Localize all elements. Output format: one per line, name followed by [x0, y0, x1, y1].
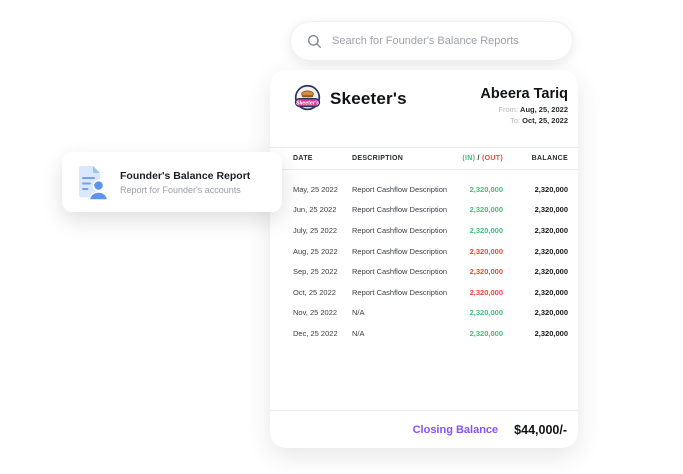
row-balance: 2,320,000 [534, 225, 568, 235]
table-row: Sep, 25 2022 Report Cashflow Description… [270, 261, 578, 282]
row-description: Report Cashflow Description [352, 225, 448, 235]
row-description: N/A [352, 308, 365, 318]
row-amount: 2,320,000 [469, 287, 503, 297]
statement-meta: Abeera Tariq From: Aug, 25, 2022 To: Oct… [480, 84, 568, 127]
table-row: July, 25 2022 Report Cashflow Descriptio… [270, 220, 578, 241]
statement-card: Skeeter's Skeeter's Abeera Tariq From: A… [270, 70, 578, 448]
statement-header: Skeeter's Skeeter's Abeera Tariq From: A… [270, 70, 578, 147]
row-date: Aug, 25 2022 [293, 246, 338, 256]
row-description: Report Cashflow Description [352, 287, 448, 297]
row-amount: 2,320,000 [469, 308, 503, 318]
from-label: From: [498, 105, 518, 114]
to-value: Oct, 25, 2022 [522, 115, 568, 125]
table-row: Dec, 25 2022 N/A 2,320,000 2,320,000 [270, 323, 578, 344]
to-label: To: [510, 115, 521, 125]
row-amount: 2,320,000 [469, 267, 503, 277]
header-balance: BALANCE [531, 155, 568, 162]
row-balance: 2,320,000 [534, 308, 568, 318]
svg-text:Skeeter's: Skeeter's [296, 100, 319, 106]
row-description: Report Cashflow Description [352, 246, 448, 256]
table-header: DATE DESCRIPTION (IN) / (OUT) BALANCE [270, 147, 578, 170]
company-name: Skeeter's [330, 88, 407, 108]
closing-balance-label: Closing Balance [412, 423, 499, 436]
report-card-title: Founder's Balance Report [120, 169, 251, 182]
search-bar[interactable] [290, 21, 573, 61]
closing-balance-row: Closing Balance $44,000/- [270, 410, 578, 448]
report-card-text: Founder's Balance Report Report for Foun… [120, 170, 250, 195]
row-description: Report Cashflow Description [352, 205, 448, 215]
closing-balance-value: $44,000/- [514, 422, 567, 437]
row-balance: 2,320,000 [534, 267, 568, 277]
header-description: DESCRIPTION [352, 155, 404, 162]
header-out: (OUT) [482, 155, 503, 162]
table-row: Nov, 25 2022 N/A 2,320,000 2,320,000 [270, 303, 578, 324]
report-card-subtitle: Report for Founder's accounts [120, 184, 241, 195]
row-description: Report Cashflow Description [352, 184, 448, 194]
row-description: N/A [352, 328, 365, 338]
row-date: Nov, 25 2022 [293, 308, 338, 318]
row-amount: 2,320,000 [469, 184, 503, 194]
table-row: Oct, 25 2022 Report Cashflow Description… [270, 282, 578, 303]
row-balance: 2,320,000 [534, 205, 568, 215]
header-date: DATE [293, 155, 313, 162]
row-balance: 2,320,000 [534, 246, 568, 256]
table-body: May, 25 2022 Report Cashflow Description… [270, 170, 578, 344]
row-date: May, 25 2022 [293, 184, 338, 194]
table-row: May, 25 2022 Report Cashflow Description… [270, 179, 578, 200]
brand: Skeeter's Skeeter's [293, 84, 407, 113]
row-date: Oct, 25 2022 [293, 287, 336, 297]
table-row: Aug, 25 2022 Report Cashflow Description… [270, 241, 578, 262]
report-type-card[interactable]: Founder's Balance Report Report for Foun… [62, 152, 282, 212]
row-balance: 2,320,000 [534, 287, 568, 297]
row-balance: 2,320,000 [534, 184, 568, 194]
row-amount: 2,320,000 [469, 205, 503, 215]
row-amount: 2,320,000 [469, 246, 503, 256]
row-date: Sep, 25 2022 [293, 267, 338, 277]
date-range-to: To: Oct, 25, 2022 [480, 116, 568, 127]
document-person-icon [75, 163, 108, 201]
header-in-out: (IN) / (OUT) [462, 155, 503, 162]
account-holder-name: Abeera Tariq [480, 86, 568, 102]
row-amount: 2,320,000 [469, 225, 503, 235]
row-date: Jun, 25 2022 [293, 205, 337, 215]
header-in: (IN) [462, 155, 476, 162]
header-separator: / [475, 155, 483, 162]
row-amount: 2,320,000 [469, 328, 503, 338]
skeeters-logo-icon: Skeeter's [293, 84, 322, 113]
row-balance: 2,320,000 [534, 328, 568, 338]
table-row: Jun, 25 2022 Report Cashflow Description… [270, 200, 578, 221]
row-description: Report Cashflow Description [352, 267, 448, 277]
search-icon [307, 34, 322, 49]
from-value: Aug, 25, 2022 [520, 105, 568, 114]
row-date: July, 25 2022 [293, 225, 338, 235]
search-input[interactable] [332, 35, 558, 47]
row-date: Dec, 25 2022 [293, 328, 338, 338]
date-range-from: From: Aug, 25, 2022 [480, 105, 568, 116]
